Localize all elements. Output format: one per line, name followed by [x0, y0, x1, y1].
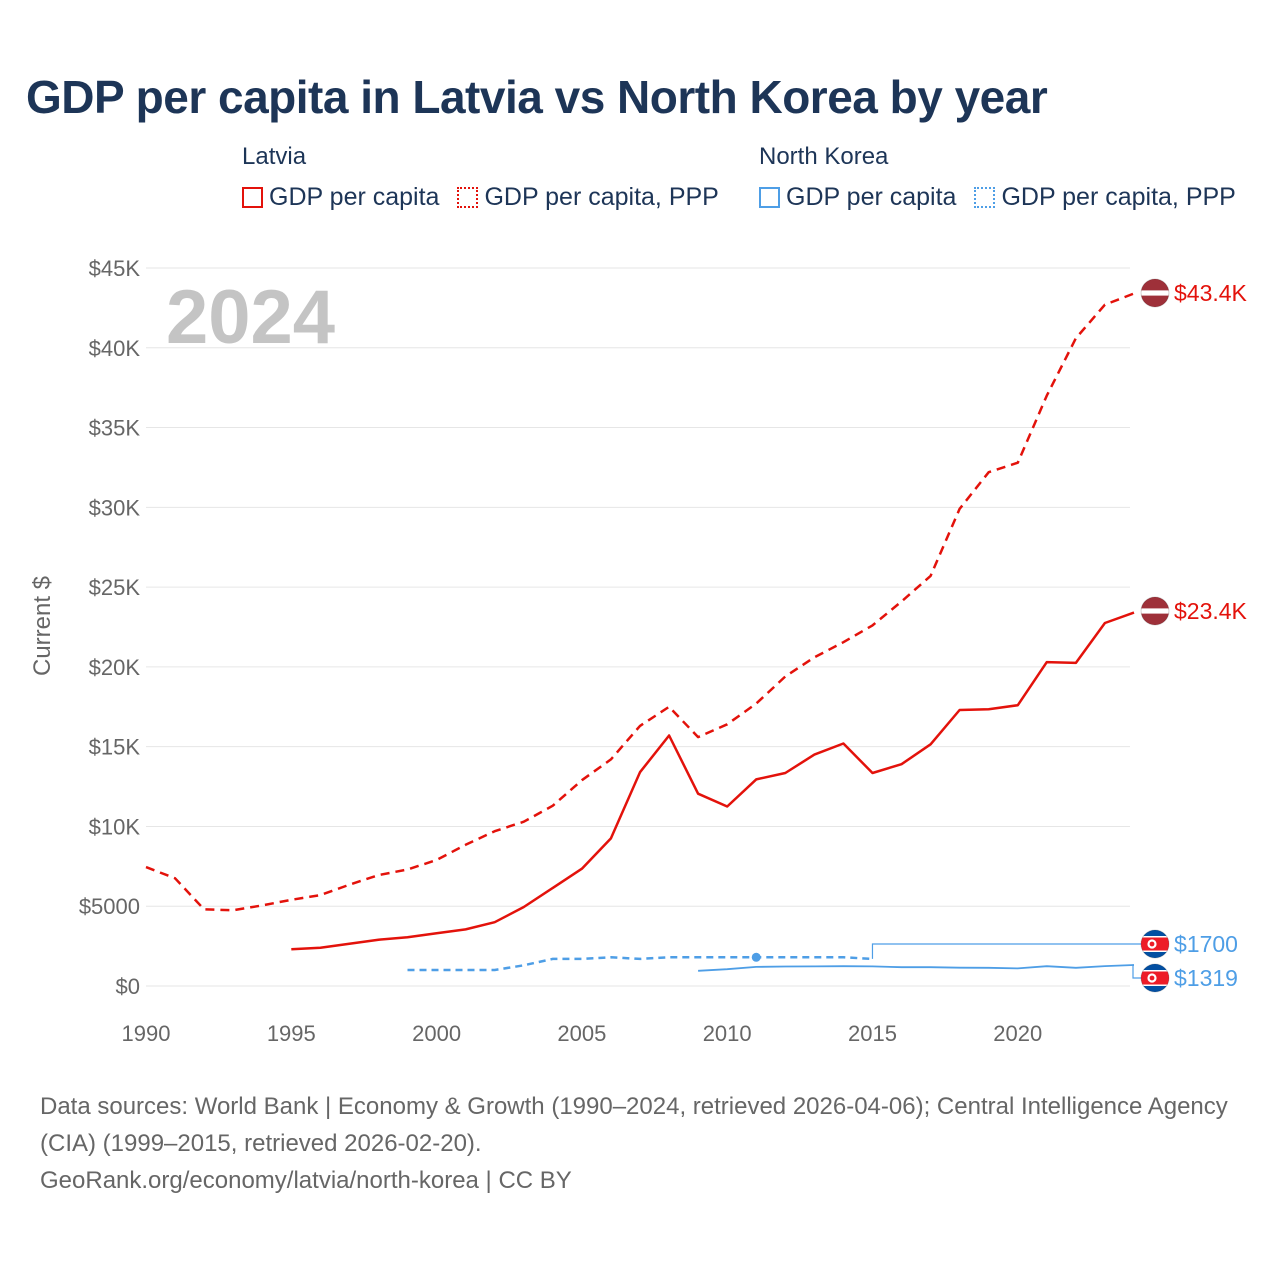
x-tick-label: 2000 [412, 1021, 461, 1046]
x-tick-label: 2020 [993, 1021, 1042, 1046]
series-line-2 [698, 964, 1135, 972]
flag-outline [1140, 278, 1170, 308]
series [145, 292, 1135, 972]
y-tick-label: $30K [89, 495, 141, 520]
flag-body [1141, 597, 1169, 625]
legend-swatch-solid [242, 187, 263, 208]
x-axis: 1990 1995 2000 2005 2010 2015 2020 [122, 1021, 1043, 1046]
latvia-flag-icon [1140, 596, 1170, 626]
north-korea-flag-icon [1140, 963, 1170, 993]
x-tick-label: 2010 [703, 1021, 752, 1046]
y-tick-label: $20K [89, 655, 141, 680]
highlight-point [751, 952, 761, 962]
legend-item-latvia-gdp-ppp[interactable]: GDP per capita, PPP [457, 183, 719, 212]
flag-stripe [1141, 290, 1169, 296]
x-tick-label: 1990 [122, 1021, 171, 1046]
y-tick-label: $35K [89, 416, 141, 441]
legend-item-label: GDP per capita, PPP [1001, 183, 1236, 211]
legend-item-label: GDP per capita [269, 183, 440, 211]
flag-body [1141, 964, 1169, 992]
y-tick-label: $40K [89, 336, 141, 361]
legend-item-north-korea-gdp[interactable]: GDP per capita [759, 183, 956, 212]
legend-group-name: Latvia [242, 143, 307, 170]
legend-group-name: North Korea [759, 143, 889, 170]
legend-item-north-korea-gdp-ppp[interactable]: GDP per capita, PPP [974, 183, 1236, 212]
flag-star [1149, 975, 1155, 981]
legend-group-north-korea: North Korea GDP per capita GDP per capit… [759, 143, 1236, 212]
legend-item-label: GDP per capita, PPP [484, 183, 719, 211]
y-tick-label: $45K [89, 256, 141, 281]
y-axis-label: Current $ [29, 576, 56, 676]
data-sources: Data sources: World Bank | Economy & Gro… [40, 1093, 1228, 1157]
footer: Data sources: World Bank | Economy & Gro… [40, 1088, 1240, 1199]
x-tick-label: 2015 [848, 1021, 897, 1046]
series-line-3 [407, 956, 873, 972]
legend-item-label: GDP per capita [786, 183, 957, 211]
flag-body [1141, 930, 1169, 958]
legend-swatch-solid [759, 187, 780, 208]
chart-title: GDP per capita in Latvia vs North Korea … [26, 71, 1048, 123]
line-chart: $0$5000$10K$15K$20K$25K$30K$35K$40K$45K … [29, 256, 1248, 1046]
north-korea-flag-icon [1140, 929, 1170, 959]
y-tick-label: $25K [89, 575, 141, 600]
legend-swatch-dotted [457, 187, 479, 208]
flag-outline [1140, 929, 1170, 959]
year-watermark: 2024 [166, 275, 335, 360]
grid [146, 267, 1130, 987]
end-value-label: $23.4K [1174, 598, 1248, 624]
end-labels: $43.4K $23.4K $1700 $1319 [871, 278, 1248, 993]
flag-body [1141, 279, 1169, 307]
y-tick-label: $10K [89, 814, 141, 839]
legend-group-latvia: Latvia GDP per capita GDP per capita, PP… [242, 143, 719, 212]
legend-item-latvia-gdp[interactable]: GDP per capita [242, 183, 439, 212]
leader-line [1132, 964, 1141, 979]
flag-star [1149, 941, 1155, 947]
y-tick-label: $5000 [79, 894, 140, 919]
y-axis: $0 $5000 $10K $15K $20K $25K $30K $35K $40K $45K [79, 256, 141, 999]
series-line-1 [145, 292, 1135, 912]
flag-stripe [1141, 608, 1169, 614]
end-value-label: $43.4K [1174, 280, 1248, 306]
credit-link[interactable]: GeoRank.org/economy/latvia/north-korea |… [40, 1167, 572, 1194]
x-tick-label: 2005 [557, 1021, 606, 1046]
flag-outline [1140, 596, 1170, 626]
y-tick-label: $0 [116, 974, 140, 999]
end-value-label: $1319 [1174, 965, 1238, 991]
leader-line [871, 943, 1141, 959]
series-line-0 [291, 611, 1135, 951]
y-tick-label: $15K [89, 735, 141, 760]
flag-outline [1140, 963, 1170, 993]
latvia-flag-icon [1140, 278, 1170, 308]
end-value-label: $1700 [1174, 931, 1238, 957]
legend-swatch-dotted [974, 187, 996, 208]
x-tick-label: 1995 [267, 1021, 316, 1046]
